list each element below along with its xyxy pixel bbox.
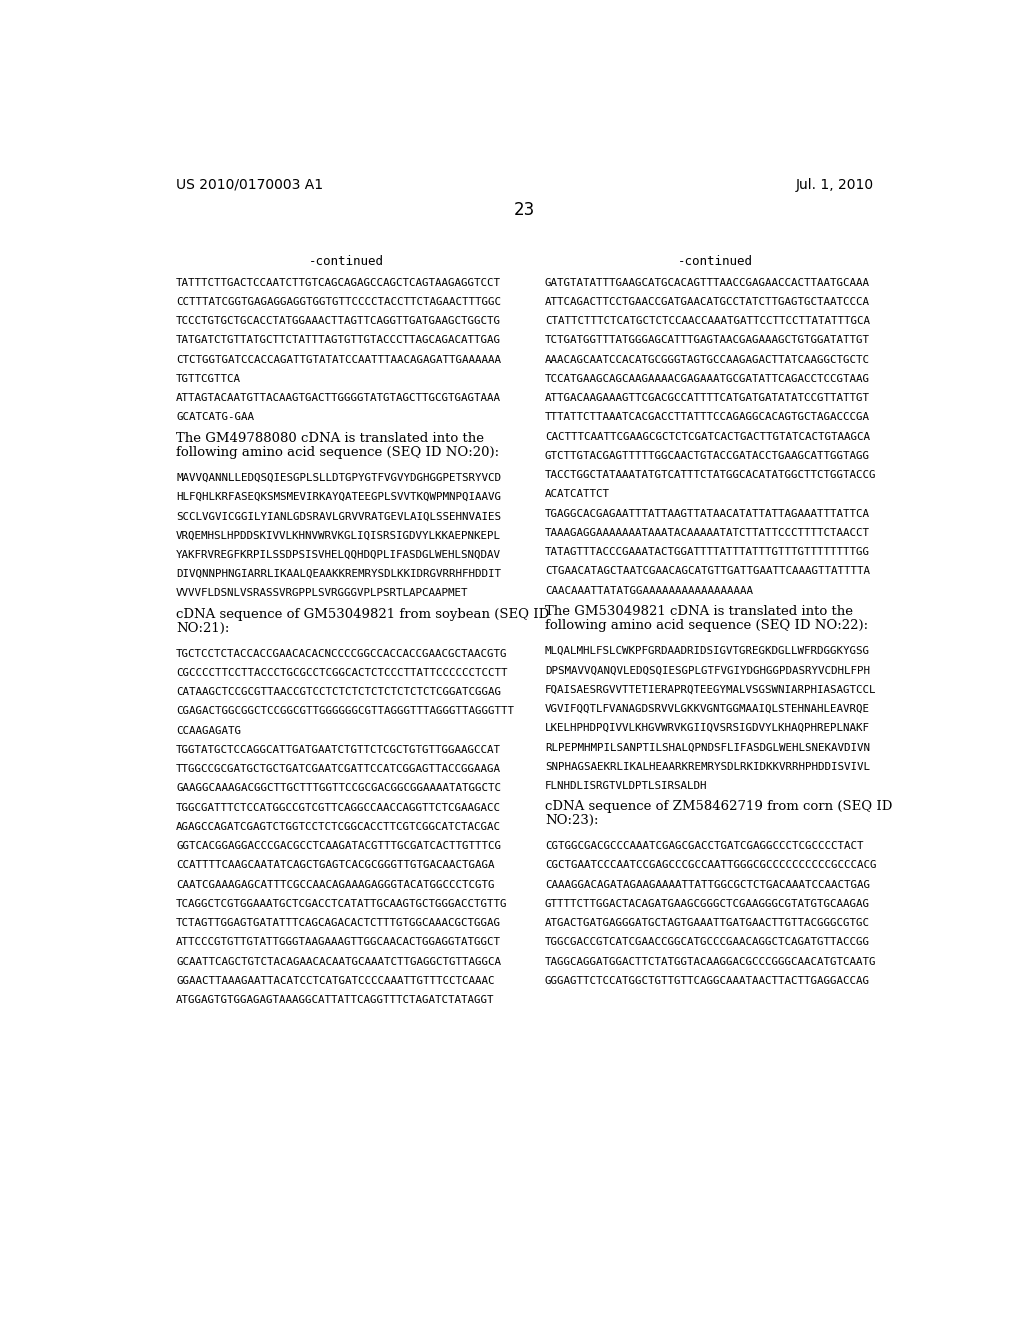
Text: GCAATTCAGCTGTCTACAGAACACAATGCAAATCTTGAGGCTGTTAGGCA: GCAATTCAGCTGTCTACAGAACACAATGCAAATCTTGAGG… <box>176 957 501 966</box>
Text: following amino acid sequence (SEQ ID NO:20):: following amino acid sequence (SEQ ID NO… <box>176 446 499 458</box>
Text: US 2010/0170003 A1: US 2010/0170003 A1 <box>176 178 324 191</box>
Text: GAAGGCAAAGACGGCTTGCTTTGGTTCCGCGACGGCGGAAAATATGGCTC: GAAGGCAAAGACGGCTTGCTTTGGTTCCGCGACGGCGGAA… <box>176 783 501 793</box>
Text: DPSMAVVQANQVLEDQSQIESGPLGTFVGIYDGHGGPDASRYVCDHLFPH: DPSMAVVQANQVLEDQSQIESGPLGTFVGIYDGHGGPDAS… <box>545 665 870 676</box>
Text: TGAGGCACGAGAATTTATTAAGTTATAACATATTATTAGAAATTTATTCA: TGAGGCACGAGAATTTATTAAGTTATAACATATTATTAGA… <box>545 508 870 519</box>
Text: TGCTCCTCTACCACCGAACACACNCCCCGGCCACCACCGAACGCTAACGTG: TGCTCCTCTACCACCGAACACACNCCCCGGCCACCACCGA… <box>176 648 508 659</box>
Text: -continued: -continued <box>309 255 384 268</box>
Text: CAAAGGACAGATAGAAGAAAATTATTGGCGCTCTGACAAATCCAACTGAG: CAAAGGACAGATAGAAGAAAATTATTGGCGCTCTGACAAA… <box>545 879 870 890</box>
Text: CCATTTTCAAGCAATATCAGCTGAGTCACGCGGGTTGTGACAACTGAGA: CCATTTTCAAGCAATATCAGCTGAGTCACGCGGGTTGTGA… <box>176 861 495 870</box>
Text: ATTAGTACAATGTTACAAGTGACTTGGGGTATGTAGCTTGCGTGAGTAAA: ATTAGTACAATGTTACAAGTGACTTGGGGTATGTAGCTTG… <box>176 393 501 403</box>
Text: ATGGAGTGTGGAGAGTAAAGGCATTATTCAGGTTTCTAGATCTATAGGT: ATGGAGTGTGGAGAGTAAAGGCATTATTCAGGTTTCTAGA… <box>176 995 495 1005</box>
Text: TAGGCAGGATGGACTTCTATGGTACAAGGACGCCCGGGCAACATGTCAATG: TAGGCAGGATGGACTTCTATGGTACAAGGACGCCCGGGCA… <box>545 957 877 966</box>
Text: CTATTCTTTCTCATGCTCTCCAACCAAATGATTCCTTCCTTATATTTGCA: CTATTCTTTCTCATGCTCTCCAACCAAATGATTCCTTCCT… <box>545 317 870 326</box>
Text: CGAGACTGGCGGCTCCGGCGTTGGGGGGCGTTAGGGTTTAGGGTTAGGGTTT: CGAGACTGGCGGCTCCGGCGTTGGGGGGCGTTAGGGTTTA… <box>176 706 514 717</box>
Text: CCAAGAGATG: CCAAGAGATG <box>176 726 241 735</box>
Text: VGVIFQQTLFVANAGDSRVVLGKKVGNTGGMAAIQLSTEHNAHLEAVRQE: VGVIFQQTLFVANAGDSRVVLGKKVGNTGGMAAIQLSTEH… <box>545 704 870 714</box>
Text: MAVVQANNLLEDQSQIESGPLSLLDTGPYGTFVGVYDGHGGPETSRYVCD: MAVVQANNLLEDQSQIESGPLSLLDTGPYGTFVGVYDGHG… <box>176 473 501 483</box>
Text: TATGATCTGTTATGCTTCTATTTAGTGTTGTACCCTTAGCAGACATTGAG: TATGATCTGTTATGCTTCTATTTAGTGTTGTACCCTTAGC… <box>176 335 501 346</box>
Text: SCCLVGVICGGILYIANLGDSRAVLGRVVRATGEVLAIQLSSEHNVAIES: SCCLVGVICGGILYIANLGDSRAVLGRVVRATGEVLAIQL… <box>176 511 501 521</box>
Text: RLPEPMHMPILSANPTILSHALQPNDSFLIFASDGLWEHLSNEKAVDIVN: RLPEPMHMPILSANPTILSHALQPNDSFLIFASDGLWEHL… <box>545 742 870 752</box>
Text: GTTTTCTTGGACTACAGATGAAGCGGGCTCGAAGGGCGTATGTGCAAGAG: GTTTTCTTGGACTACAGATGAAGCGGGCTCGAAGGGCGTA… <box>545 899 870 908</box>
Text: -continued: -continued <box>678 255 753 268</box>
Text: 23: 23 <box>514 201 536 219</box>
Text: GGGAGTTCTCCATGGCTGTTGTTCAGGCAAATAACTTACTTGAGGACCAG: GGGAGTTCTCCATGGCTGTTGTTCAGGCAAATAACTTACT… <box>545 975 870 986</box>
Text: LKELHPHDPQIVVLKHGVWRVKGIIQVSRSIGDVYLKHAQPHREPLNAKF: LKELHPHDPQIVVLKHGVWRVKGIIQVSRSIGDVYLKHAQ… <box>545 723 870 733</box>
Text: GGAACTTAAAGAATTACATCCTCATGATCCCCAAATTGTTTCCTCAAAC: GGAACTTAAAGAATTACATCCTCATGATCCCCAAATTGTT… <box>176 975 495 986</box>
Text: FLNHDLISRGTVLDPTLSIRSALDH: FLNHDLISRGTVLDPTLSIRSALDH <box>545 780 708 791</box>
Text: ACATCATTCT: ACATCATTCT <box>545 490 610 499</box>
Text: TACCTGGCTATAAATATGTCATTTCTATGGCACATATGGCTTCTGGTACCG: TACCTGGCTATAAATATGTCATTTCTATGGCACATATGGC… <box>545 470 877 480</box>
Text: VRQEMHSLHPDDSKIVVLKHNVWRVKGLIQISRSIGDVYLKKAEPNKEPL: VRQEMHSLHPDDSKIVVLKHNVWRVKGLIQISRSIGDVYL… <box>176 531 501 540</box>
Text: GTCTTGTACGAGTTTTTGGCAACTGTACCGATACCTGAAGCATTGGTAGG: GTCTTGTACGAGTTTTTGGCAACTGTACCGATACCTGAAG… <box>545 451 870 461</box>
Text: GCATCATG-GAA: GCATCATG-GAA <box>176 412 254 422</box>
Text: AGAGCCAGATCGAGTCTGGTCCTCTCGGCACCTTCGTCGGCATCTACGAC: AGAGCCAGATCGAGTCTGGTCCTCTCGGCACCTTCGTCGG… <box>176 822 501 832</box>
Text: FQAISAESRGVVTTETIERAPRQTEEGYMALVSGSWNIARPHIASAGTCCL: FQAISAESRGVVTTETIERAPRQTEEGYMALVSGSWNIAR… <box>545 685 877 694</box>
Text: TCTAGTTGGAGTGATATTTCAGCAGACACTCTTTGTGGCAAACGCTGGAG: TCTAGTTGGAGTGATATTTCAGCAGACACTCTTTGTGGCA… <box>176 917 501 928</box>
Text: TCAGGCTCGTGGAAATGCTCGACCTCATATTGCAAGTGCTGGGACCTGTTG: TCAGGCTCGTGGAAATGCTCGACCTCATATTGCAAGTGCT… <box>176 899 508 908</box>
Text: VVVVFLDSNLVSRASSVRGPPLSVRGGGVPLPSRTLAPCAAPMET: VVVVFLDSNLVSRASSVRGPPLSVRGGGVPLPSRTLAPCA… <box>176 589 469 598</box>
Text: CGCTGAATCCCAATCCGAGCCCGCCAATTGGGCGCCCCCCCCCCGCCCACG: CGCTGAATCCCAATCCGAGCCCGCCAATTGGGCGCCCCCC… <box>545 861 877 870</box>
Text: CGCCCCTTCCTTACCCTGCGCCTCGGCACTCTCCCTTATTCCCCCCTCCTT: CGCCCCTTCCTTACCCTGCGCCTCGGCACTCTCCCTTATT… <box>176 668 508 677</box>
Text: The GM53049821 cDNA is translated into the: The GM53049821 cDNA is translated into t… <box>545 605 853 618</box>
Text: cDNA sequence of ZM58462719 from corn (SEQ ID: cDNA sequence of ZM58462719 from corn (S… <box>545 800 892 813</box>
Text: CATAAGCTCCGCGTTAACCGTCCTCTCTCTCTCTCTCTCTCGGATCGGAG: CATAAGCTCCGCGTTAACCGTCCTCTCTCTCTCTCTCTCT… <box>176 686 501 697</box>
Text: following amino acid sequence (SEQ ID NO:22):: following amino acid sequence (SEQ ID NO… <box>545 619 868 632</box>
Text: TCTGATGGTTTATGGGAGCATTTGAGTAACGAGAAAGCTGTGGATATTGT: TCTGATGGTTTATGGGAGCATTTGAGTAACGAGAAAGCTG… <box>545 335 870 346</box>
Text: cDNA sequence of GM53049821 from soybean (SEQ ID: cDNA sequence of GM53049821 from soybean… <box>176 607 549 620</box>
Text: MLQALMHLFSLCWKPFGRDAADRIDSIGVTGREGKDGLLWFRDGGKYGSG: MLQALMHLFSLCWKPFGRDAADRIDSIGVTGREGKDGLLW… <box>545 645 870 656</box>
Text: TATAGTTTACCCGAAATACTGGATTTTATTTATTTGTTTGTTTTTTTTGG: TATAGTTTACCCGAAATACTGGATTTTATTTATTTGTTTG… <box>545 548 870 557</box>
Text: SNPHAGSAEKRLIKALHEAARKREMRYSDLRKIDKKVRRHPHDDISVIVL: SNPHAGSAEKRLIKALHEAARKREMRYSDLRKIDKKVRRH… <box>545 762 870 771</box>
Text: TCCCTGTGCTGCACCTATGGAAACTTAGTTCAGGTTGATGAAGCTGGCTG: TCCCTGTGCTGCACCTATGGAAACTTAGTTCAGGTTGATG… <box>176 317 501 326</box>
Text: TAAAGAGGAAAAAAATAAATACAAAAATATCTTATTCCCTTTTCTAACCT: TAAAGAGGAAAAAAATAAATACAAAAATATCTTATTCCCT… <box>545 528 870 539</box>
Text: NO:23):: NO:23): <box>545 814 598 826</box>
Text: ATTCCCGTGTTGTATTGGGTAAGAAAGTTGGCAACACTGGAGGTATGGCT: ATTCCCGTGTTGTATTGGGTAAGAAAGTTGGCAACACTGG… <box>176 937 501 948</box>
Text: CAACAAATTATATGGAAAAAAAAAAAAAAAAA: CAACAAATTATATGGAAAAAAAAAAAAAAAAA <box>545 586 753 595</box>
Text: ATTGACAAGAAAGTTCGACGCCATTTTCATGATGATATATCCGTTATTGT: ATTGACAAGAAAGTTCGACGCCATTTTCATGATGATATAT… <box>545 393 870 403</box>
Text: CACTTTCAATTCGAAGCGCTCTCGATCACTGACTTGTATCACTGTAAGCA: CACTTTCAATTCGAAGCGCTCTCGATCACTGACTTGTATC… <box>545 432 870 442</box>
Text: DIVQNNPHNGIARRLIKAALQEAAKKREMRYSDLKKIDRGVRRHFHDDIT: DIVQNNPHNGIARRLIKAALQEAAKKREMRYSDLKKIDRG… <box>176 569 501 579</box>
Text: Jul. 1, 2010: Jul. 1, 2010 <box>796 178 873 191</box>
Text: TCCATGAAGCAGCAAGAAAACGAGAAATGCGATATTCAGACCTCCGTAAG: TCCATGAAGCAGCAAGAAAACGAGAAATGCGATATTCAGA… <box>545 374 870 384</box>
Text: YAKFRVREGFKRPILSSDPSISVHELQQHDQPLIFASDGLWEHLSNQDAV: YAKFRVREGFKRPILSSDPSISVHELQQHDQPLIFASDGL… <box>176 549 501 560</box>
Text: CGTGGCGACGCCCAAATCGAGCGACCTGATCGAGGCCCTCGCCCCTACT: CGTGGCGACGCCCAAATCGAGCGACCTGATCGAGGCCCTC… <box>545 841 863 851</box>
Text: TATTTCTTGACTCCAATCTTGTCAGCAGAGCCAGCTCAGTAAGAGGTCCT: TATTTCTTGACTCCAATCTTGTCAGCAGAGCCAGCTCAGT… <box>176 277 501 288</box>
Text: TGGCGACCGTCATCGAACCGGCATGCCCGAACAGGCTCAGATGTTACCGG: TGGCGACCGTCATCGAACCGGCATGCCCGAACAGGCTCAG… <box>545 937 870 948</box>
Text: ATGACTGATGAGGGATGCTAGTGAAATTGATGAACTTGTTACGGGCGTGC: ATGACTGATGAGGGATGCTAGTGAAATTGATGAACTTGTT… <box>545 917 870 928</box>
Text: CAATCGAAAGAGCATTTCGCCAACAGAAAGAGGGTACATGGCCCTCGTG: CAATCGAAAGAGCATTTCGCCAACAGAAAGAGGGTACATG… <box>176 879 495 890</box>
Text: NO:21):: NO:21): <box>176 622 229 635</box>
Text: GGTCACGGAGGACCCGACGCCTCAAGATACGTTTGCGATCACTTGTTTCG: GGTCACGGAGGACCCGACGCCTCAAGATACGTTTGCGATC… <box>176 841 501 851</box>
Text: TGTTCGTTCA: TGTTCGTTCA <box>176 374 241 384</box>
Text: CCTTTATCGGTGAGAGGAGGTGGTGTTCCCCTACCTTCTAGAACTTTGGC: CCTTTATCGGTGAGAGGAGGTGGTGTTCCCCTACCTTCTA… <box>176 297 501 308</box>
Text: The GM49788080 cDNA is translated into the: The GM49788080 cDNA is translated into t… <box>176 432 484 445</box>
Text: ATTCAGACTTCCTGAACCGATGAACATGCCTATCTTGAGTGCTAATCCCA: ATTCAGACTTCCTGAACCGATGAACATGCCTATCTTGAGT… <box>545 297 870 308</box>
Text: CTGAACATAGCTAATCGAACAGCATGTTGATTGAATTCAAAGTTATTTTA: CTGAACATAGCTAATCGAACAGCATGTTGATTGAATTCAA… <box>545 566 870 577</box>
Text: AAACAGCAATCCACATGCGGGTAGTGCCAAGAGACTTATCAAGGCTGCTC: AAACAGCAATCCACATGCGGGTAGTGCCAAGAGACTTATC… <box>545 355 870 364</box>
Text: TGGCGATTTCTCCATGGCCGTCGTTCAGGCCAACCAGGTTCTCGAAGACC: TGGCGATTTCTCCATGGCCGTCGTTCAGGCCAACCAGGTT… <box>176 803 501 813</box>
Text: TGGTATGCTCCAGGCATTGATGAATCTGTTCTCGCTGTGTTGGAAGCCAT: TGGTATGCTCCAGGCATTGATGAATCTGTTCTCGCTGTGT… <box>176 744 501 755</box>
Text: CTCTGGTGATCCACCAGATTGTATATCCAATTTAACAGAGATTGAAAAAA: CTCTGGTGATCCACCAGATTGTATATCCAATTTAACAGAG… <box>176 355 501 364</box>
Text: TTTATTCTTAAATCACGACCTTATTTCCAGAGGCACAGTGCTAGACCCGA: TTTATTCTTAAATCACGACCTTATTTCCAGAGGCACAGTG… <box>545 412 870 422</box>
Text: TTGGCCGCGATGCTGCTGATCGAATCGATTCCATCGGAGTTACCGGAAGA: TTGGCCGCGATGCTGCTGATCGAATCGATTCCATCGGAGT… <box>176 764 501 774</box>
Text: HLFQHLKRFASEQKSMSMEVIRKAYQATEEGPLSVVTKQWPMNPQIAAVG: HLFQHLKRFASEQKSMSMEVIRKAYQATEEGPLSVVTKQW… <box>176 492 501 502</box>
Text: GATGTATATTTGAAGCATGCACAGTTTAACCGAGAACCACTTAATGCAAA: GATGTATATTTGAAGCATGCACAGTTTAACCGAGAACCAC… <box>545 277 870 288</box>
